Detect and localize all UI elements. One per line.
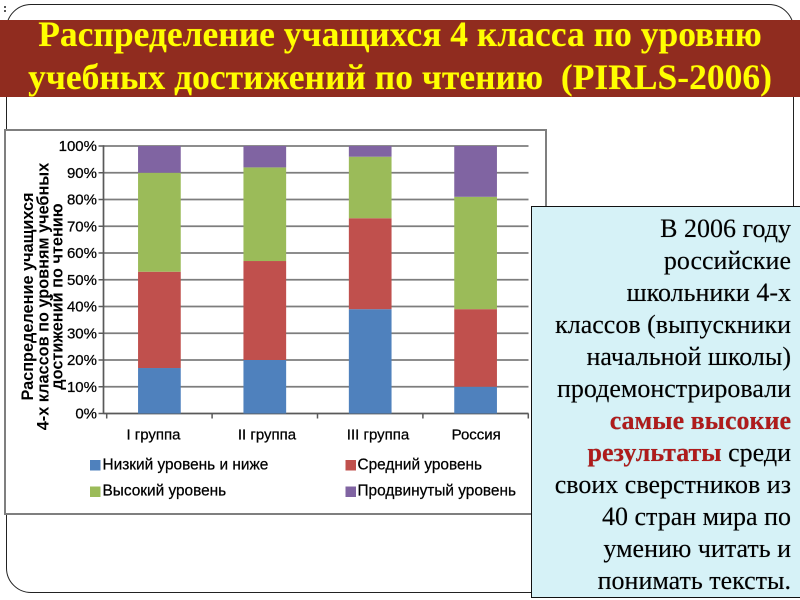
svg-text:80%: 80%	[67, 192, 97, 209]
svg-text:Россия: Россия	[452, 427, 501, 444]
svg-text:40%: 40%	[67, 299, 97, 316]
svg-text:20%: 20%	[67, 352, 97, 369]
svg-text:30%: 30%	[67, 325, 97, 342]
svg-text:10%: 10%	[67, 379, 97, 396]
svg-text:0%: 0%	[75, 406, 97, 423]
svg-text:достижений по чтению: достижений по чтению	[48, 203, 66, 389]
svg-text:II группа: II группа	[238, 427, 297, 444]
svg-text:4-х классов по уровням учебных: 4-х классов по уровням учебных	[34, 163, 52, 431]
svg-text:100%: 100%	[59, 138, 97, 155]
svg-text:Средний уровень: Средний уровень	[358, 457, 483, 474]
svg-text:I группа: I группа	[126, 427, 181, 444]
svg-text:60%: 60%	[67, 245, 97, 262]
svg-text:70%: 70%	[67, 218, 97, 235]
svg-text:III группа: III группа	[347, 427, 410, 444]
svg-text:Продвинутый уровень: Продвинутый уровень	[358, 483, 517, 500]
svg-text:Низкий уровень и ниже: Низкий уровень и ниже	[103, 457, 269, 474]
svg-text:Распределение учащихся: Распределение учащихся	[19, 192, 37, 400]
svg-text:50%: 50%	[67, 272, 97, 289]
svg-text:90%: 90%	[67, 165, 97, 182]
svg-text:Высокий уровень: Высокий уровень	[103, 483, 227, 500]
